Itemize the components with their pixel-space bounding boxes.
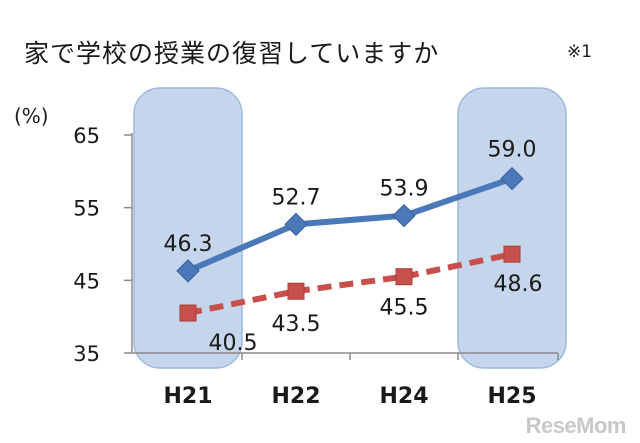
series-1-line — [186, 175, 513, 274]
chart-note: ※1 — [567, 42, 593, 62]
highlight-band-h21 — [133, 87, 243, 369]
series-2-point-h21 — [179, 304, 197, 322]
y-axis-unit-label: (%) — [14, 104, 49, 128]
x-tick-label-h25: H25 — [487, 384, 536, 409]
series-1-label-h21: 46.3 — [164, 232, 213, 257]
y-tick-label: 35 — [73, 342, 100, 366]
series-2-label-h21: 40.5 — [209, 331, 258, 356]
series-2-label-h25: 48.6 — [494, 272, 543, 297]
series-2-point-h22 — [287, 282, 305, 300]
chart-title: 家で学校の授業の復習していますか — [24, 39, 440, 68]
y-tick-label: 45 — [73, 269, 100, 293]
highlight-band-h25 — [457, 87, 567, 369]
series-2-line — [187, 251, 513, 316]
x-tick-label-h21: H21 — [163, 384, 212, 409]
series-2-point-h24 — [395, 268, 413, 286]
y-tick-label: 65 — [73, 124, 100, 148]
series-2-label-h24: 45.5 — [380, 296, 429, 321]
series-1-label-h24: 53.9 — [380, 177, 429, 202]
series-1-point-h22 — [284, 212, 308, 237]
series-1-point-h24 — [392, 203, 416, 228]
x-tick-label-h22: H22 — [271, 384, 320, 409]
series-2-point-h25 — [503, 245, 521, 263]
series-1-label-h25: 59.0 — [488, 138, 537, 163]
watermark-logo: ReseMom — [525, 413, 627, 438]
series-1-label-h22: 52.7 — [272, 185, 321, 210]
series-1-point-h25 — [500, 166, 524, 191]
series-1-point-h21 — [176, 259, 200, 283]
series-2-label-h22: 43.5 — [272, 312, 321, 337]
y-tick-label: 55 — [73, 197, 100, 221]
x-tick-label-h24: H24 — [379, 384, 428, 409]
